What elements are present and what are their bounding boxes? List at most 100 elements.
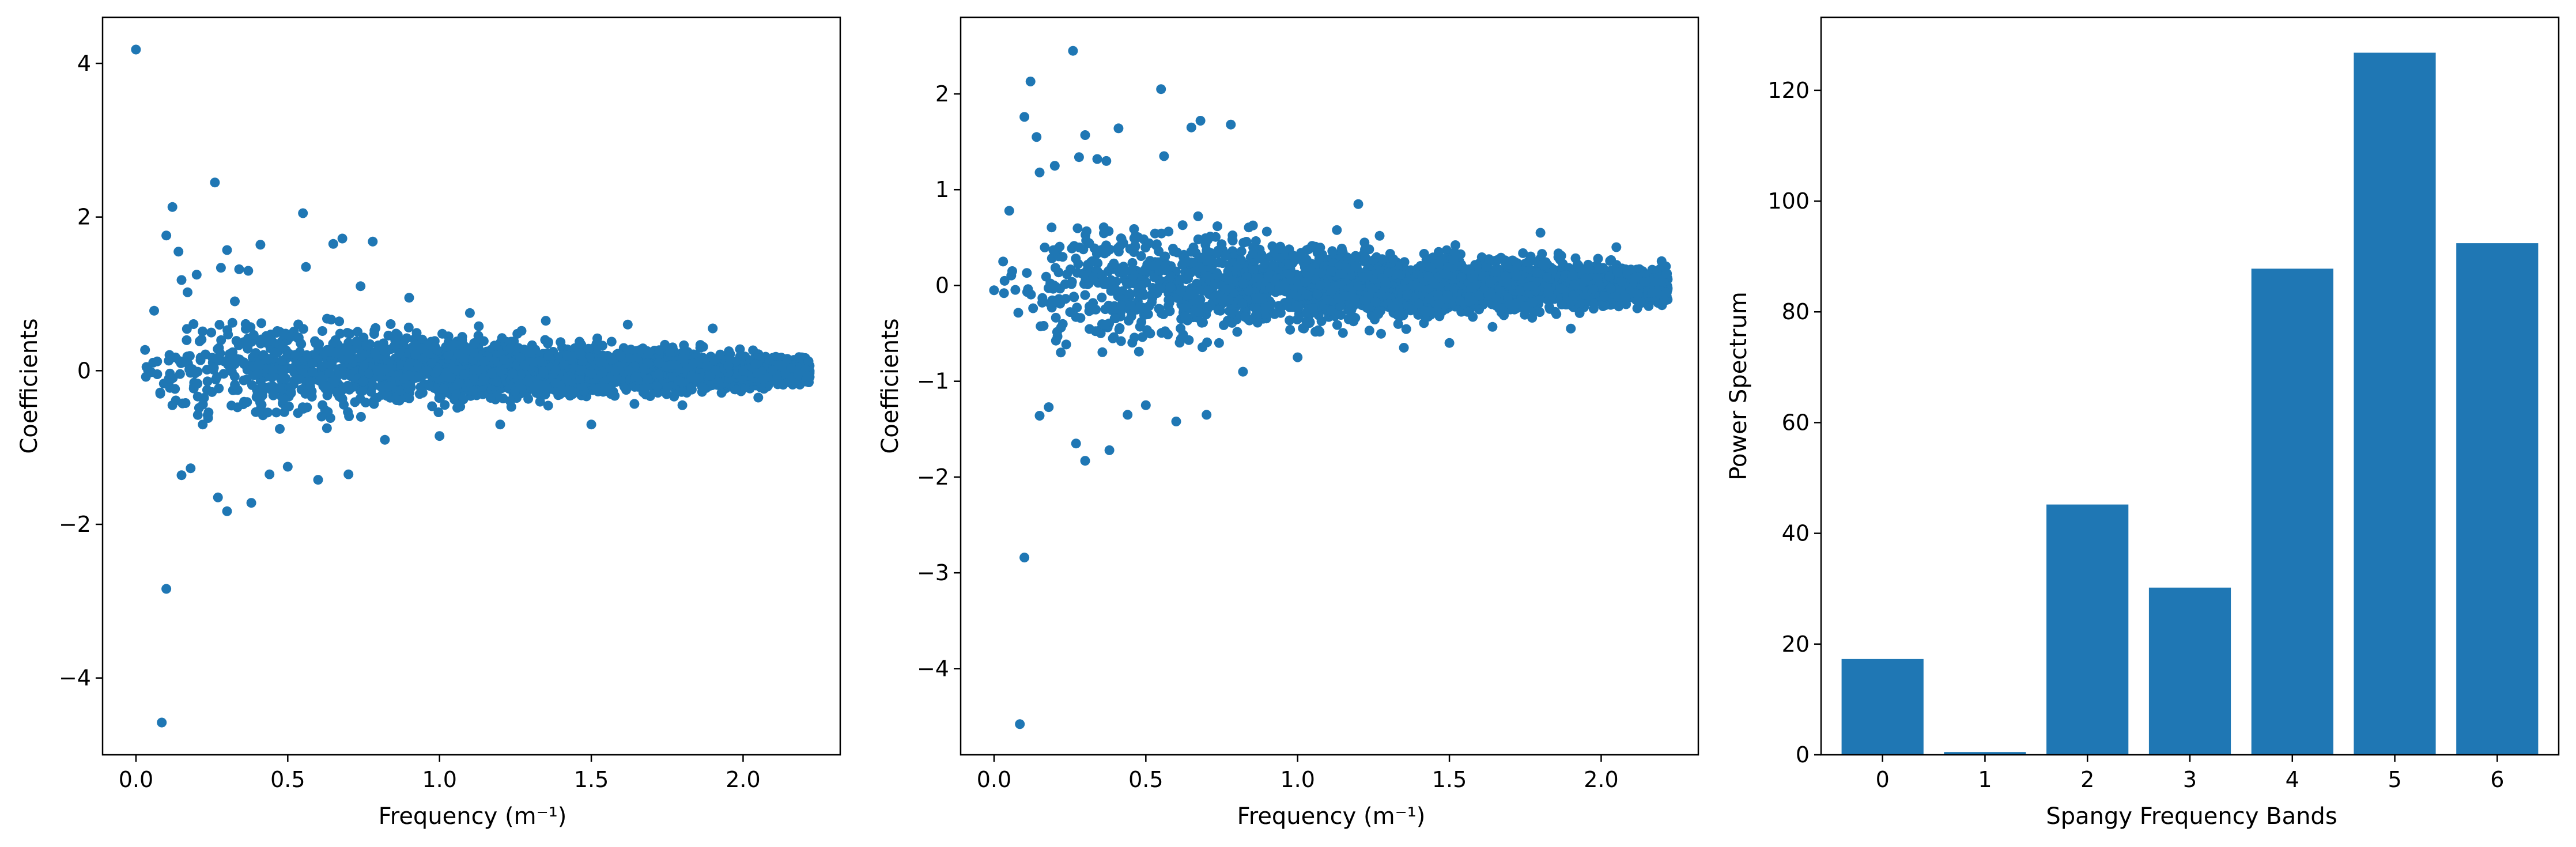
scatter-point xyxy=(662,361,671,372)
scatter-point xyxy=(157,717,167,728)
scatter-point xyxy=(165,368,175,379)
scatter-point xyxy=(376,381,386,392)
scatter-point xyxy=(301,262,311,272)
scatter-point xyxy=(210,177,220,188)
scatter-point xyxy=(227,317,237,328)
scatter-point xyxy=(440,400,450,410)
scatter-point xyxy=(192,379,203,389)
scatter-point xyxy=(211,372,222,382)
scatter-point xyxy=(538,366,549,376)
scatter-point xyxy=(443,350,454,360)
scatter-point xyxy=(595,357,605,368)
scatter-point xyxy=(1244,222,1254,233)
scatter-point xyxy=(263,407,273,418)
scatter-point xyxy=(643,374,653,384)
scatter-point xyxy=(539,380,549,391)
scatter-point xyxy=(523,376,533,387)
scatter-point xyxy=(543,338,553,349)
scatter-point xyxy=(380,364,390,375)
scatter-point xyxy=(469,365,479,375)
scatter-point xyxy=(195,355,206,365)
scatter-point xyxy=(677,387,687,397)
scatter-point xyxy=(610,391,620,401)
scatter-point xyxy=(550,378,561,388)
x-tick-label: 0.0 xyxy=(119,767,153,792)
scatter-point xyxy=(1441,245,1452,255)
scatter-point xyxy=(639,384,649,394)
scatter-point xyxy=(686,373,696,383)
scatter-point xyxy=(287,364,297,374)
scatter-point xyxy=(711,365,721,376)
scatter-point xyxy=(1298,323,1308,334)
scatter-point xyxy=(735,344,745,354)
scatter-point xyxy=(378,338,388,349)
scatter-point xyxy=(234,264,244,274)
scatter-point xyxy=(286,387,296,398)
scatter-point xyxy=(1232,327,1242,337)
scatter-point xyxy=(622,319,633,330)
scatter-point xyxy=(230,359,240,369)
scatter-point xyxy=(750,359,761,369)
scatter-point xyxy=(278,342,288,352)
scatter-point xyxy=(372,365,383,376)
scatter-point xyxy=(254,406,264,417)
y-axis-label: Coefficients xyxy=(16,318,43,453)
scatter-point xyxy=(508,368,518,379)
scatter-point xyxy=(777,379,788,390)
scatter-point xyxy=(184,364,194,375)
scatter-point xyxy=(708,323,718,334)
scatter-point xyxy=(268,390,278,400)
scatter-point xyxy=(454,378,464,388)
scatter-point xyxy=(402,348,412,358)
scatter-point xyxy=(439,383,449,394)
x-axis-label: Frequency (m⁻¹) xyxy=(1237,803,1426,830)
scatter-point xyxy=(526,347,535,358)
scatter-point xyxy=(478,376,489,386)
scatter-point xyxy=(673,376,683,386)
scatter-point xyxy=(1047,222,1057,233)
scatter-point xyxy=(335,328,345,339)
scatter-point xyxy=(369,395,379,406)
scatter-point xyxy=(345,354,355,364)
scatter-point xyxy=(266,335,276,346)
scatter-point xyxy=(279,407,289,417)
scatter-point xyxy=(716,388,727,398)
scatter-point xyxy=(577,357,588,367)
scatter-point xyxy=(149,305,159,316)
scatter-point xyxy=(606,354,617,365)
scatter-point xyxy=(350,397,360,407)
scatter-point xyxy=(686,383,696,393)
scatter-point xyxy=(1338,328,1348,338)
scatter-point xyxy=(294,374,304,384)
scatter-point xyxy=(1147,283,1158,293)
scatter-point xyxy=(258,381,269,392)
scatter-point xyxy=(216,335,226,345)
scatter-point xyxy=(334,316,345,327)
scatter-point xyxy=(1068,292,1079,302)
scatter-point xyxy=(229,371,240,381)
scatter-point xyxy=(575,373,585,384)
scatter-point xyxy=(515,353,526,363)
scatter-point xyxy=(403,361,414,371)
scatter-point xyxy=(457,332,467,342)
scatter-point xyxy=(341,346,351,356)
scatter-point xyxy=(271,407,281,418)
scatter-point xyxy=(358,376,368,387)
scatter-point xyxy=(702,361,712,371)
scatter-point xyxy=(324,346,334,357)
scatter-point xyxy=(322,423,332,433)
scatter-point xyxy=(403,322,414,332)
scatter-point xyxy=(343,338,354,348)
scatter-point xyxy=(277,356,287,366)
scatter-point xyxy=(624,366,634,376)
scatter-point xyxy=(630,372,641,382)
scatter-point xyxy=(305,377,316,387)
scatter-point xyxy=(188,319,199,329)
scatter-point xyxy=(191,270,202,280)
scatter-point xyxy=(576,365,586,376)
x-tick-label: 1.0 xyxy=(422,767,456,792)
scatter-point xyxy=(1136,317,1147,327)
scatter-point xyxy=(386,319,396,329)
scatter-point xyxy=(357,386,367,396)
scatter-point xyxy=(146,367,156,377)
